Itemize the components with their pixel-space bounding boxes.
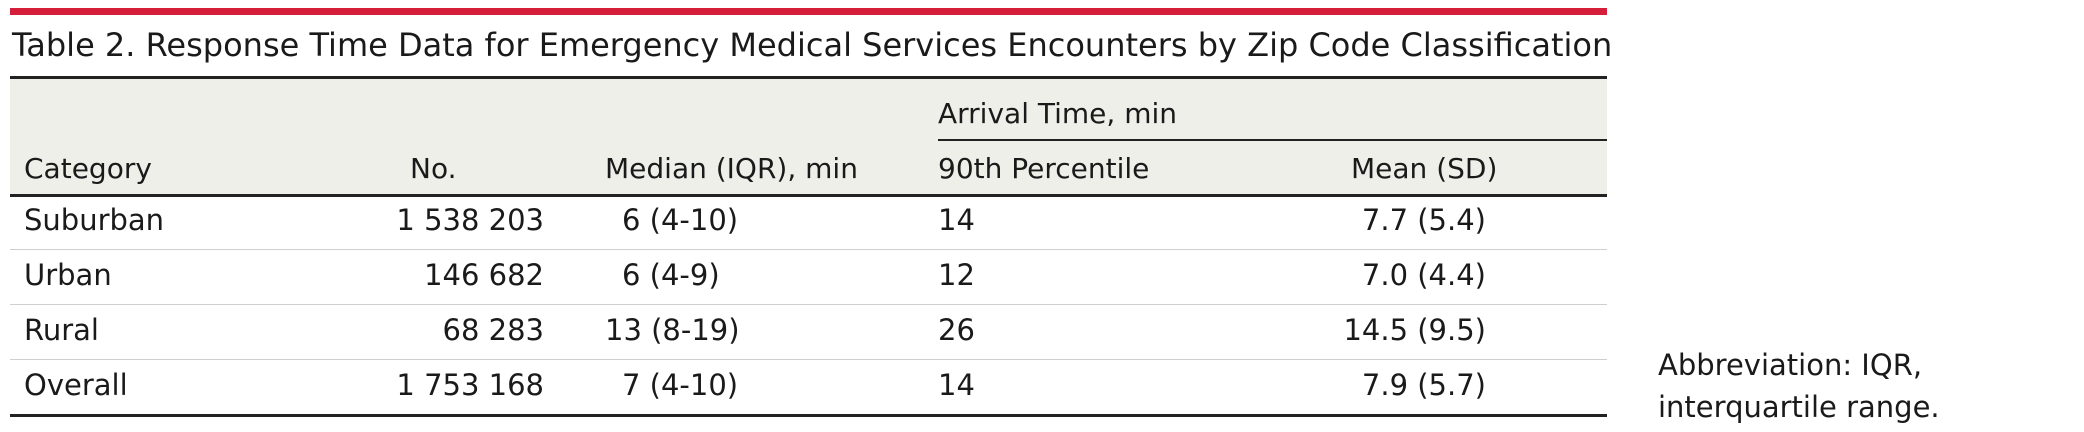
- cell-median-iqr: 13 (8-19): [605, 313, 740, 347]
- cell-median-iqr: 6 (4-10): [622, 203, 739, 237]
- table-header-background: [10, 79, 1607, 194]
- column-header-count: No.: [410, 152, 457, 185]
- row-divider: [10, 249, 1607, 250]
- table-top-rule: [10, 76, 1607, 79]
- cell-median-iqr: 6 (4-9): [622, 258, 720, 292]
- cell-count: 1 753 168: [396, 368, 544, 402]
- title-accent-bar: [10, 8, 1607, 15]
- column-header-median-iqr: Median (IQR), min: [605, 152, 858, 185]
- cell-mean-sd: 14.5 (9.5): [1343, 313, 1486, 347]
- cell-mean-sd: 7.9 (5.7): [1361, 368, 1486, 402]
- column-header-90th-percentile: 90th Percentile: [938, 152, 1150, 185]
- cell-90th-percentile: 26: [938, 313, 975, 347]
- row-divider: [10, 304, 1607, 305]
- cell-median-iqr: 7 (4-10): [622, 368, 739, 402]
- column-header-mean-sd: Mean (SD): [1351, 152, 1498, 185]
- cell-90th-percentile: 12: [938, 258, 975, 292]
- cell-mean-sd: 7.0 (4.4): [1361, 258, 1486, 292]
- cell-count: 68 283: [442, 313, 544, 347]
- table-title: Table 2. Response Time Data for Emergenc…: [12, 26, 1613, 64]
- cell-category: Urban: [24, 258, 112, 292]
- cell-category: Suburban: [24, 203, 165, 237]
- cell-mean-sd: 7.7 (5.4): [1361, 203, 1486, 237]
- cell-90th-percentile: 14: [938, 368, 975, 402]
- cell-90th-percentile: 14: [938, 203, 975, 237]
- cell-category: Rural: [24, 313, 99, 347]
- row-divider: [10, 359, 1607, 360]
- column-header-category: Category: [24, 152, 152, 185]
- spanning-header-arrival-time: Arrival Time, min: [938, 97, 1177, 130]
- cell-category: Overall: [24, 368, 128, 402]
- table-footnote: Abbreviation: IQR, interquartile range.: [1658, 348, 1940, 424]
- cell-count: 146 682: [424, 258, 544, 292]
- spanning-header-rule: [938, 139, 1607, 141]
- table-header-rule: [10, 194, 1607, 197]
- cell-count: 1 538 203: [396, 203, 544, 237]
- table-bottom-rule: [10, 414, 1607, 417]
